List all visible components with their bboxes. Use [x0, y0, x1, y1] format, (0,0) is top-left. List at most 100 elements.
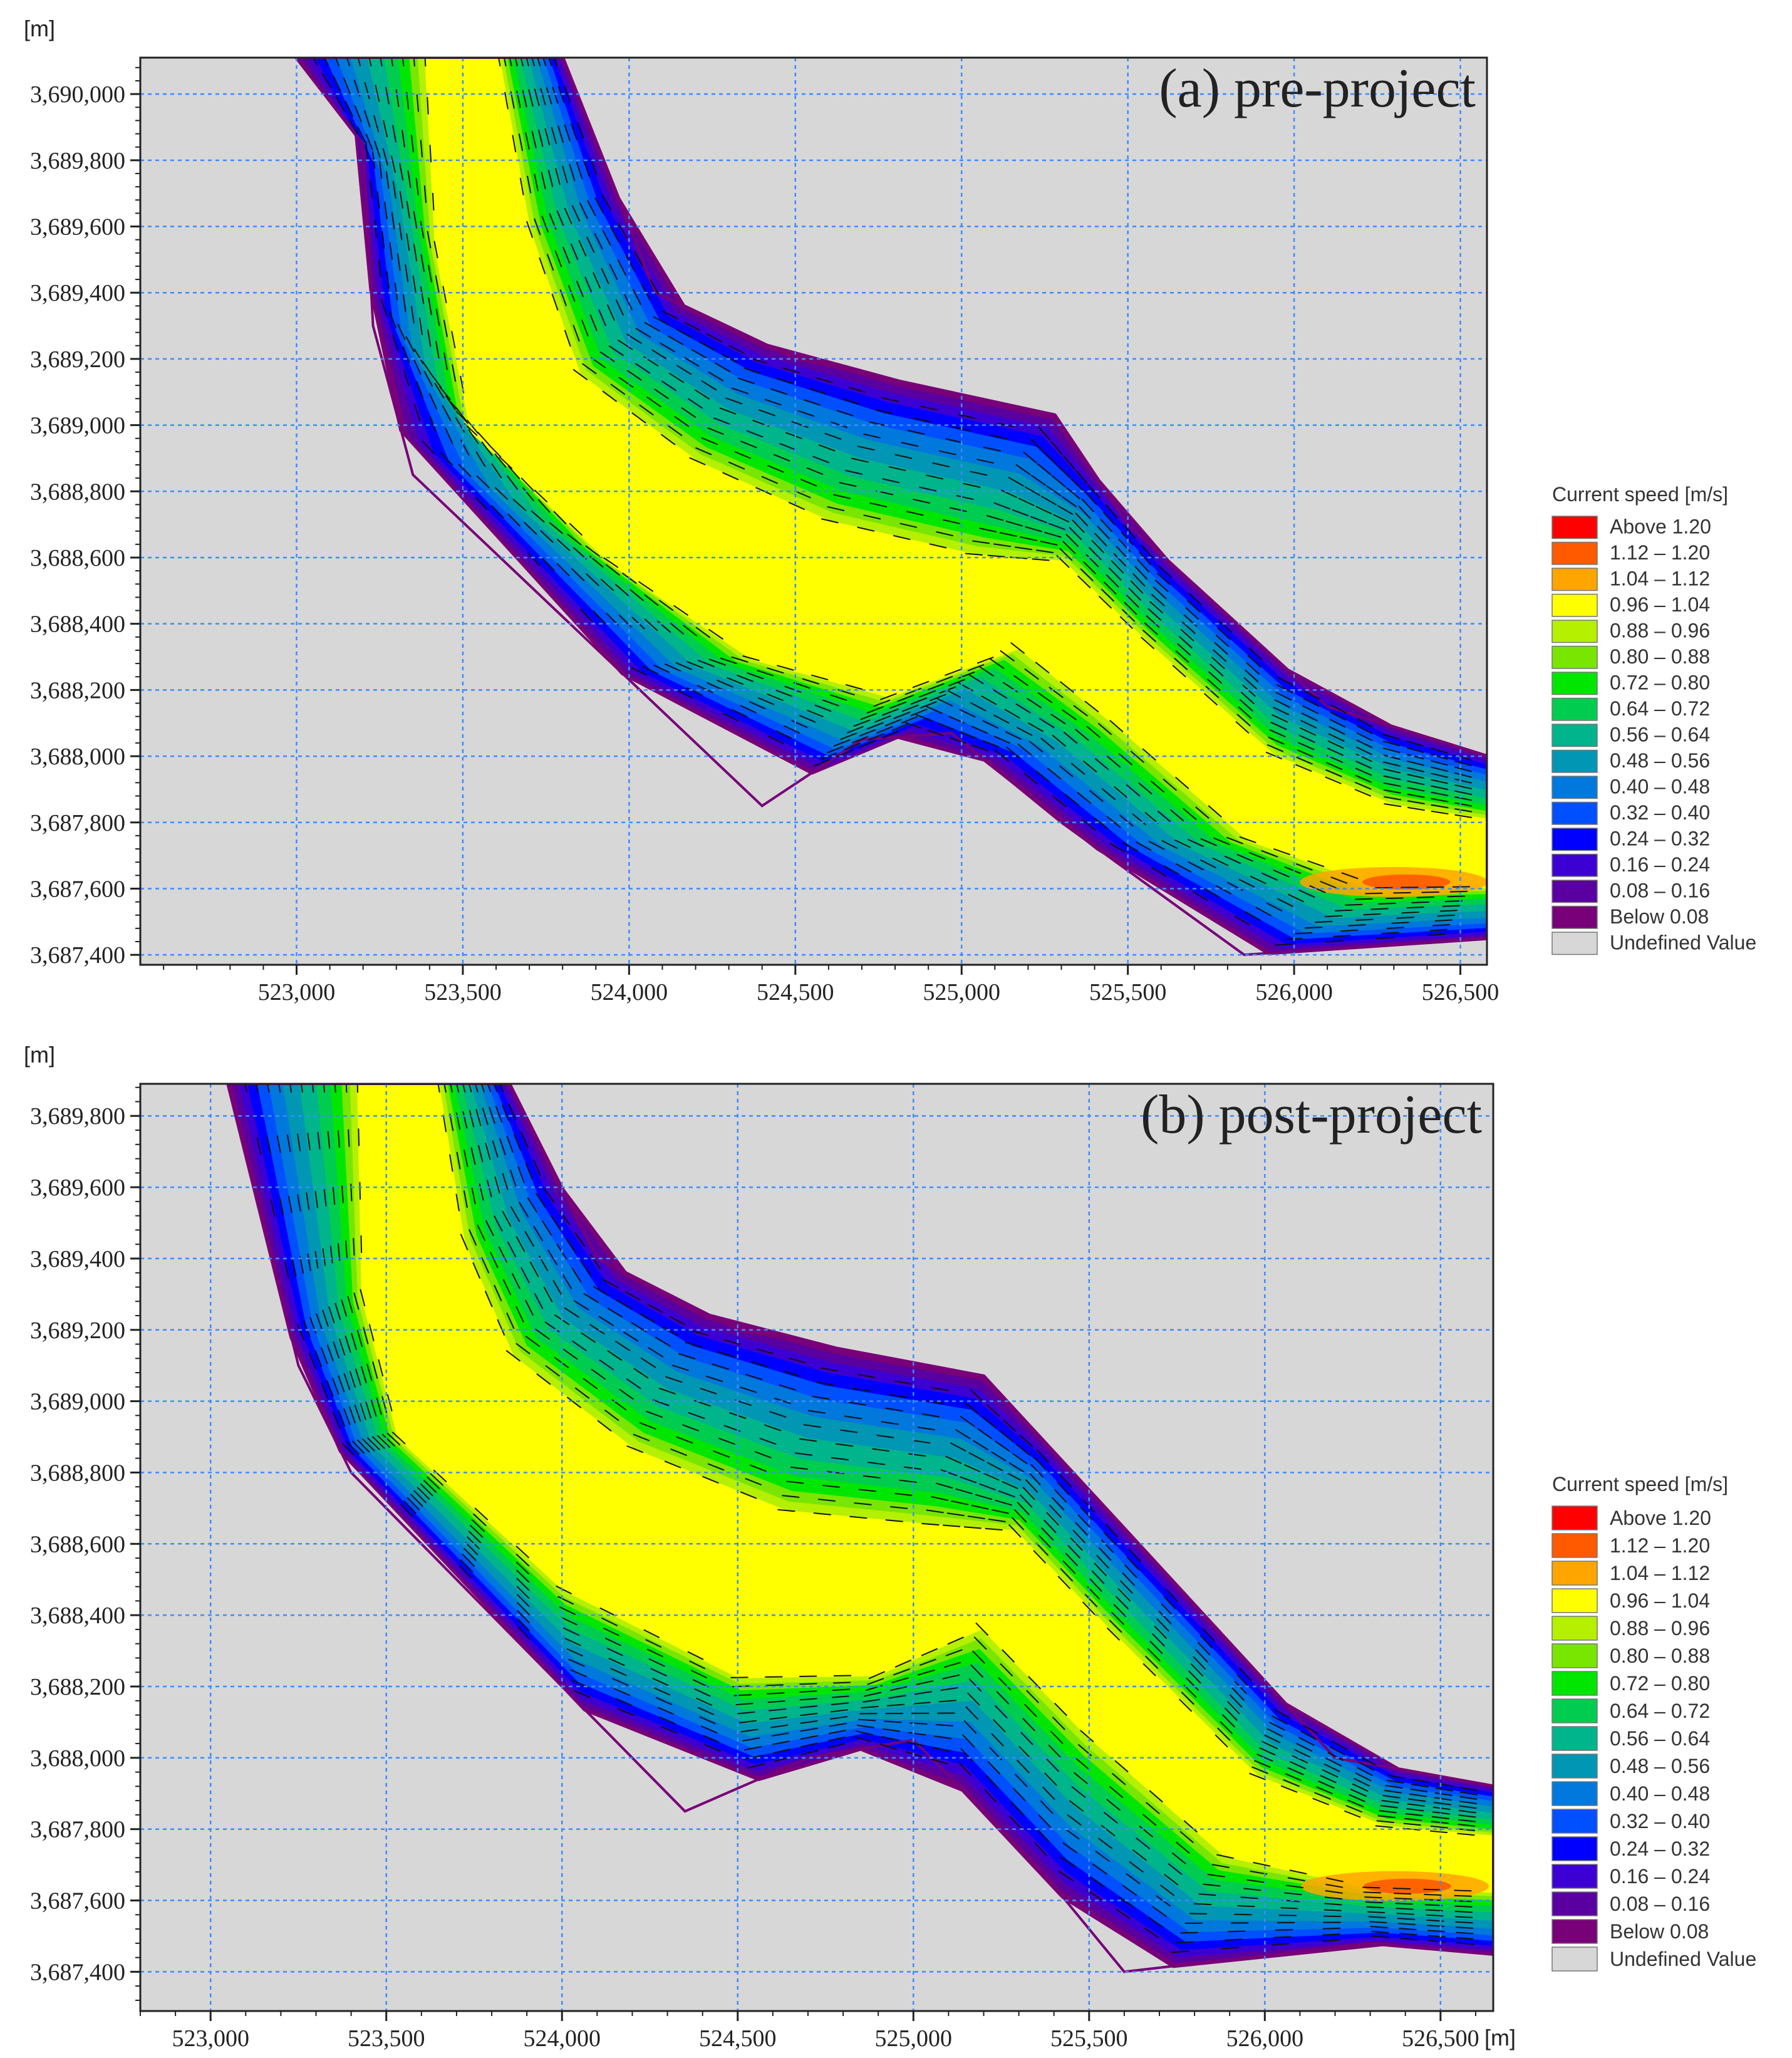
y-tick-label: 3,689,000: [30, 1389, 125, 1415]
legend-item-label: 0.08 – 0.16: [1610, 880, 1710, 902]
legend-swatch: [1551, 749, 1598, 773]
speed-band: [357, 1084, 1493, 1893]
legend-swatch: [1551, 697, 1598, 721]
legend-swatch: [1551, 724, 1598, 747]
y-tick-label: 3,687,400: [30, 942, 125, 969]
axis-ticks: [130, 66, 1462, 975]
legend-item-label: 0.40 – 0.48: [1610, 776, 1710, 798]
legend-swatch: [1551, 1781, 1598, 1806]
speed-hotspot-core: [1362, 874, 1451, 890]
y-tick-label: 3,688,400: [30, 1603, 125, 1629]
legend-swatch: [1551, 1533, 1598, 1558]
y-tick-label: 3,687,800: [30, 810, 125, 836]
legend-item-label: 0.88 – 0.96: [1610, 620, 1710, 642]
legend: Current speed [m/s] Above 1.20 1.12 – 1.20…: [1551, 1473, 1756, 1972]
legend-item-label: 0.40 – 0.48: [1610, 1782, 1710, 1805]
legend-item-label: Above 1.20: [1610, 1507, 1711, 1529]
grid: [140, 1084, 1493, 2011]
legend-swatch: [1551, 1726, 1598, 1751]
legend-swatch: [1551, 776, 1598, 799]
y-tick-label: 3,687,600: [30, 876, 125, 902]
legend-item-label: 0.48 – 0.56: [1610, 749, 1710, 772]
x-tick-label: 524,000: [591, 979, 668, 1006]
y-tick-label: 3,689,600: [30, 214, 125, 241]
legend-item-label: 0.32 – 0.40: [1610, 1810, 1710, 1832]
x-tick-label: 525,000: [923, 979, 1000, 1006]
legend-item-label: 0.48 – 0.56: [1610, 1755, 1710, 1777]
y-tick-label: 3,689,200: [30, 346, 125, 373]
legend-swatch: [1551, 932, 1598, 955]
x-tick-label: 524,500: [757, 979, 834, 1006]
y-tick-label: 3,687,400: [30, 1959, 125, 1985]
legend-item-label: 0.88 – 0.96: [1610, 1617, 1710, 1640]
velocity-vectors: [313, 58, 1473, 946]
y-tick-label: 3,687,600: [30, 1888, 125, 1915]
legend-title: Current speed [m/s]: [1552, 1473, 1728, 1495]
y-tick-label: 3,689,600: [30, 1175, 125, 1201]
y-unit-label: [m]: [24, 16, 55, 41]
panel-b-chart: 523,000 523,500 524,000 524,500 525,000 525,5…: [24, 1042, 1756, 2052]
x-tick-label: 526,500: [1402, 2025, 1479, 2052]
grid: [140, 58, 1487, 965]
legend-swatch: [1551, 1616, 1598, 1641]
legend-swatch: [1551, 568, 1598, 591]
y-tick-label: 3,688,200: [30, 677, 125, 704]
legend-swatch: [1551, 1836, 1598, 1861]
y-tick-label: 3,689,000: [30, 413, 125, 439]
y-tick-label: 3,688,800: [30, 1460, 125, 1486]
legend-swatch: [1551, 593, 1598, 617]
legend-swatch: [1551, 1946, 1598, 1972]
legend-item-label: 1.12 – 1.20: [1610, 1534, 1710, 1557]
axis-ticks: [130, 1086, 1476, 2021]
legend-swatch: [1551, 880, 1598, 903]
legend-swatch: [1551, 1561, 1598, 1586]
x-tick-label: 525,000: [875, 2025, 953, 2052]
legend-swatch: [1551, 541, 1598, 565]
x-tick-label: 523,500: [424, 979, 502, 1006]
y-tick-label: 3,687,800: [30, 1817, 125, 1843]
legend-swatch: [1551, 1754, 1598, 1779]
legend-item-label: 0.24 – 0.32: [1610, 1837, 1710, 1860]
velocity-vectors: [244, 1084, 1478, 1953]
x-unit-label: [m]: [1484, 2025, 1516, 2050]
legend-item-label: 0.24 – 0.32: [1610, 828, 1710, 850]
legend-swatch: [1551, 853, 1598, 877]
x-tick-label: 526,000: [1255, 979, 1333, 1006]
legend-swatch: [1551, 516, 1598, 539]
legend-swatch: [1551, 801, 1598, 825]
panel-a-chart: 523,000 523,500 524,000 524,500 525,000 525,5…: [24, 16, 1756, 1006]
legend-item-label: 1.04 – 1.12: [1610, 1562, 1710, 1584]
x-tick-label: 525,500: [1089, 979, 1167, 1006]
plot-frame: [139, 1083, 1494, 2012]
legend-item-label: 0.16 – 0.24: [1610, 853, 1710, 876]
legend-item-label: 0.64 – 0.72: [1610, 697, 1710, 720]
legend-title: Current speed [m/s]: [1552, 483, 1728, 506]
x-tick-label: 524,000: [523, 2025, 601, 2052]
y-tick-label: 3,688,200: [30, 1674, 125, 1700]
legend-item-label: 0.64 – 0.72: [1610, 1700, 1710, 1722]
channel-outline: [294, 58, 1487, 957]
legend-item-label: 0.96 – 1.04: [1610, 593, 1710, 616]
panel-title: (a) pre-project: [1159, 58, 1476, 119]
y-tick-label: 3,688,000: [30, 1745, 125, 1772]
legend-swatch: [1551, 1643, 1598, 1668]
speed-hotspot-core: [1363, 1878, 1451, 1894]
legend-item-label: 0.72 – 0.80: [1610, 672, 1710, 694]
legend-item-label: 0.16 – 0.24: [1610, 1865, 1710, 1888]
plot-frame: [139, 56, 1488, 966]
x-tick-label: 525,500: [1050, 2025, 1128, 2052]
panel-title: (b) post-project: [1141, 1084, 1482, 1145]
y-tick-label: 3,688,000: [30, 744, 125, 770]
legend-item-label: 0.80 – 0.88: [1610, 1645, 1710, 1667]
legend-swatch: [1551, 1671, 1598, 1696]
legend-item-label: 1.04 – 1.12: [1610, 568, 1710, 590]
y-tick-label: 3,690,000: [30, 81, 125, 108]
legend-item-label: 0.96 – 1.04: [1610, 1589, 1710, 1612]
y-unit-label: [m]: [24, 1042, 55, 1068]
legend-swatch: [1551, 645, 1598, 669]
legend-item-label: 1.12 – 1.20: [1610, 541, 1710, 564]
legend-swatch: [1551, 828, 1598, 851]
y-tick-label: 3,688,600: [30, 1531, 125, 1557]
legend-swatch: [1551, 672, 1598, 695]
legend-swatch: [1551, 905, 1598, 929]
